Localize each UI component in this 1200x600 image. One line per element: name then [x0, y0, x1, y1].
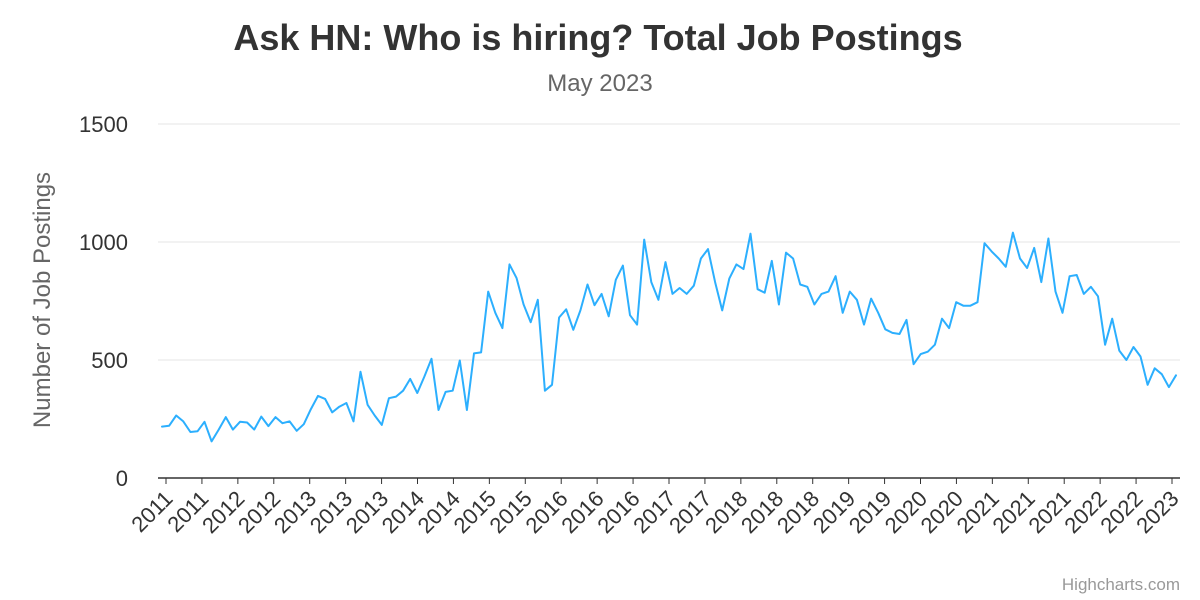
x-axis-ticks: 2011201120122012201320132013201420142015…	[126, 478, 1184, 538]
y-tick-label: 1000	[79, 230, 128, 255]
x-tick-label: 2023	[1131, 486, 1183, 538]
chart-subtitle: May 2023	[547, 70, 652, 97]
y-tick-label: 500	[91, 348, 128, 373]
series-group	[161, 231, 1177, 443]
series-line[interactable]	[161, 231, 1177, 443]
gridlines	[158, 123, 1180, 361]
y-tick-label: 1500	[79, 112, 128, 137]
y-axis-ticks: 0 500 1000 1500	[79, 112, 128, 491]
credits-link[interactable]: Highcharts.com	[1062, 575, 1180, 594]
y-axis-label: Number of Job Postings	[29, 172, 56, 428]
y-tick-label: 0	[116, 466, 128, 491]
chart-title: Ask HN: Who is hiring? Total Job Posting…	[233, 17, 962, 58]
